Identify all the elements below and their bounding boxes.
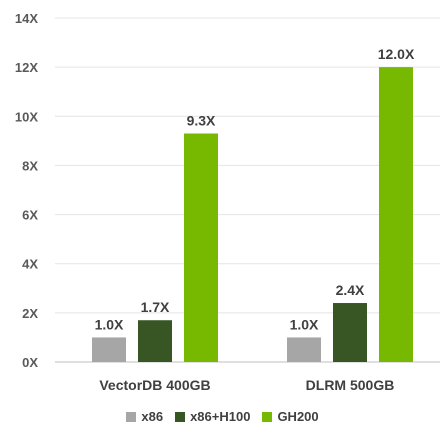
bar: [287, 337, 321, 362]
y-tick-label: 0X: [22, 355, 38, 370]
y-axis-tick-labels: 0X 2X 4X 6X 8X 10X 12X 14X: [15, 11, 38, 370]
y-tick-label: 2X: [22, 306, 38, 321]
legend-item: GH200: [262, 409, 319, 424]
bar: [379, 67, 413, 363]
bar: [138, 320, 172, 362]
legend-swatch: [126, 411, 137, 422]
bars: [92, 67, 413, 363]
bar-value-label: 9.3X: [187, 112, 216, 128]
bar-value-label: 1.0X: [290, 316, 319, 332]
gridlines: [55, 17, 440, 363]
legend: x86 x86+H100 GH200: [0, 409, 445, 424]
y-tick-label: 6X: [22, 208, 38, 223]
legend-item: x86: [126, 409, 163, 424]
y-tick-label: 4X: [22, 257, 38, 272]
data-labels: 1.0X 1.7X 9.3X 1.0X 2.4X 12.0X: [95, 46, 415, 332]
legend-item: x86+H100: [175, 409, 250, 424]
legend-label: x86: [141, 409, 164, 424]
bar-value-label: 1.7X: [141, 299, 170, 315]
bar-value-label: 1.0X: [95, 316, 124, 332]
legend-label: x86+H100: [190, 409, 251, 424]
legend-swatch: [262, 411, 273, 422]
y-tick-label: 8X: [22, 158, 38, 173]
y-tick-label: 10X: [15, 109, 38, 124]
legend-swatch: [175, 411, 186, 422]
x-category-label: DLRM 500GB: [306, 377, 395, 393]
y-tick-label: 14X: [15, 11, 38, 26]
bar-value-label: 2.4X: [336, 282, 365, 298]
bar: [92, 337, 126, 362]
legend-label: GH200: [277, 409, 319, 424]
bar: [333, 303, 367, 362]
bar-value-label: 12.0X: [378, 46, 415, 62]
x-axis-category-labels: VectorDB 400GB DLRM 500GB: [99, 377, 394, 393]
bar: [184, 133, 218, 362]
y-tick-label: 12X: [15, 60, 38, 75]
x-category-label: VectorDB 400GB: [99, 377, 210, 393]
